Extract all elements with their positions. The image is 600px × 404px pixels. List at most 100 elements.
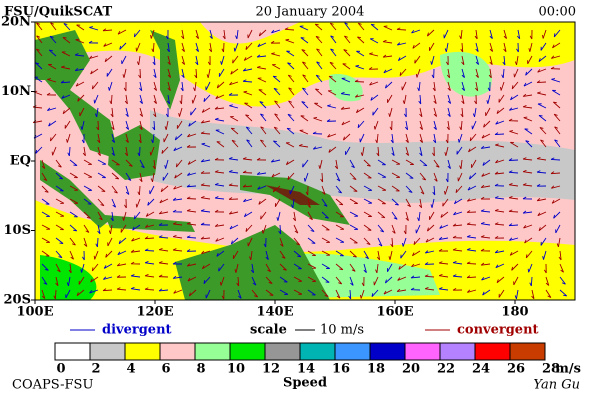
wind-arrow <box>201 263 211 270</box>
wind-arrow <box>51 146 57 156</box>
wind-arrow <box>461 68 466 78</box>
wind-arrow <box>419 172 427 181</box>
wind-arrow <box>321 250 331 256</box>
wind-arrow <box>335 185 343 194</box>
wind-arrow <box>522 210 533 214</box>
wind-arrow <box>438 273 449 278</box>
wind-arrow <box>36 35 43 44</box>
wind-arrow <box>110 107 114 118</box>
wind-arrow <box>95 237 99 248</box>
wind-arrow <box>206 68 211 78</box>
wind-arrow <box>69 198 79 204</box>
wind-arrow <box>452 248 463 252</box>
wind-arrow <box>355 64 365 70</box>
wind-arrow <box>471 159 477 169</box>
wind-arrow <box>330 48 337 57</box>
wind-arrow <box>158 211 169 215</box>
wind-arrow <box>138 133 142 144</box>
wind-arrow <box>396 42 407 46</box>
wind-arrow <box>475 81 479 92</box>
wind-arrow <box>258 29 267 37</box>
wind-arrow <box>91 81 99 90</box>
wind-arrow <box>186 184 197 188</box>
colorbar-tick-label: 2 <box>91 362 100 377</box>
footer-right: Yan Gu <box>533 378 580 393</box>
wind-arrow <box>279 250 286 259</box>
wind-arrow <box>228 183 239 187</box>
wind-arrow <box>405 133 409 143</box>
wind-arrow <box>545 276 550 286</box>
wind-arrow <box>124 94 128 105</box>
colorbar-swatch <box>439 342 476 361</box>
wind-arrow <box>466 248 477 252</box>
wind-arrow <box>432 146 435 157</box>
wind-arrow <box>495 263 505 269</box>
wind-arrow <box>214 157 225 161</box>
wind-arrow <box>531 289 535 300</box>
wind-arrow <box>243 90 253 96</box>
wind-arrow <box>139 107 144 117</box>
wind-arrow <box>514 55 519 66</box>
wind-arrow <box>205 289 211 299</box>
wind-arrow <box>329 22 337 31</box>
wind-arrow <box>48 49 57 57</box>
wind-arrow <box>158 235 169 239</box>
wind-arrow <box>97 224 101 235</box>
wind-arrow <box>316 48 323 57</box>
wind-arrow <box>97 172 106 179</box>
wind-arrow <box>123 81 127 92</box>
wind-arrow <box>499 81 505 91</box>
wind-arrow <box>391 159 401 165</box>
wind-arrow <box>201 250 211 255</box>
wind-arrow <box>391 172 401 178</box>
wind-arrow <box>230 68 239 75</box>
wind-arrow <box>453 198 463 205</box>
wind-arrow <box>537 103 547 109</box>
wind-arrow <box>356 50 365 57</box>
wind-arrow <box>298 143 309 148</box>
wind-arrow <box>178 107 183 117</box>
wind-arrow <box>540 139 547 148</box>
wind-arrow <box>361 276 365 287</box>
land <box>175 225 330 300</box>
wind-arrow <box>433 133 437 144</box>
wind-arrow <box>373 276 379 286</box>
wind-arrow <box>271 172 281 178</box>
wind-arrow <box>471 120 477 130</box>
wind-arrow <box>193 81 197 92</box>
wind-arrow <box>55 172 64 180</box>
colorbar-tick-label: 24 <box>472 362 490 377</box>
wind-arrow <box>370 94 379 101</box>
wind-arrow <box>354 79 365 83</box>
wind-arrow <box>135 198 141 208</box>
wind-arrow <box>438 261 449 265</box>
wind-arrow <box>344 35 351 44</box>
wind-arrow <box>133 211 141 220</box>
wind-arrow <box>232 250 239 259</box>
wind-arrow <box>359 289 365 299</box>
wind-arrow <box>475 68 479 78</box>
wind-arrow <box>83 159 93 165</box>
wind-arrow <box>285 142 295 148</box>
wind-arrow <box>314 23 323 31</box>
wind-arrow <box>341 77 351 83</box>
colorbar-tick-label: 14 <box>297 362 315 377</box>
wind-arrow <box>55 198 65 204</box>
wind-arrow <box>152 55 156 66</box>
wind-arrow <box>307 237 316 244</box>
wind-arrow <box>272 185 281 193</box>
wind-arrow <box>242 170 253 174</box>
wind-arrow <box>230 237 239 245</box>
wind-arrow <box>274 100 281 109</box>
speed-region <box>440 51 492 97</box>
wind-arrow <box>257 42 267 48</box>
wind-arrow <box>452 223 463 227</box>
wind-arrow <box>447 94 452 104</box>
wind-arrow <box>487 81 491 92</box>
wind-arrow <box>69 237 76 246</box>
wind-arrow <box>480 221 491 226</box>
wind-arrow <box>285 159 295 166</box>
wind-arrow <box>228 211 239 215</box>
wind-arrow <box>335 198 344 206</box>
speed-region <box>329 74 363 102</box>
